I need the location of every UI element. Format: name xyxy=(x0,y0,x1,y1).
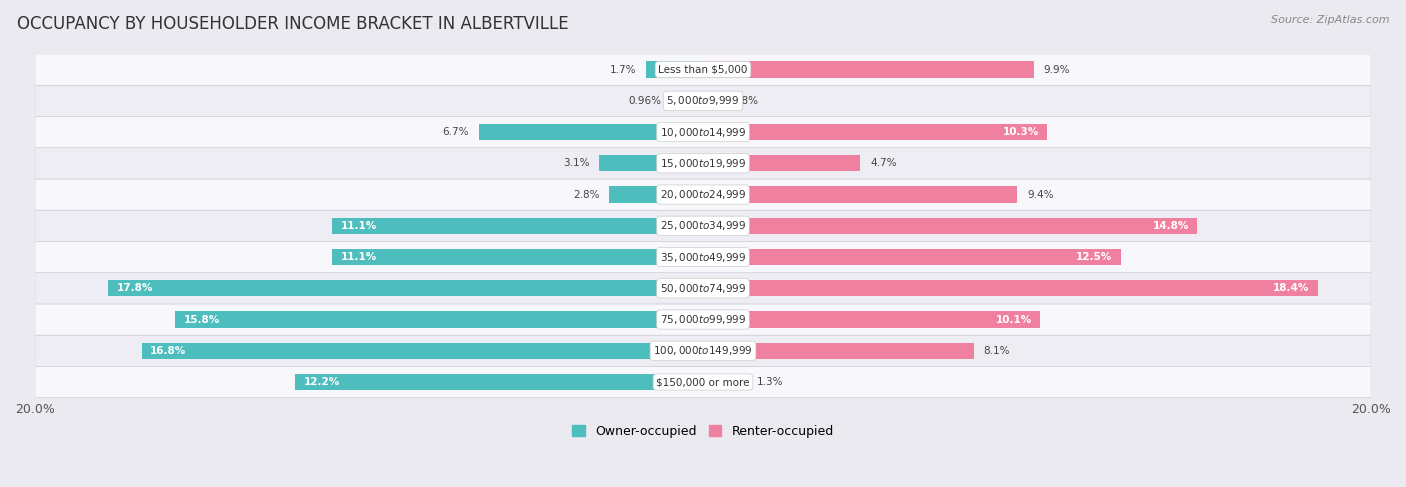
Text: $5,000 to $9,999: $5,000 to $9,999 xyxy=(666,94,740,107)
Text: OCCUPANCY BY HOUSEHOLDER INCOME BRACKET IN ALBERTVILLE: OCCUPANCY BY HOUSEHOLDER INCOME BRACKET … xyxy=(17,15,568,33)
FancyBboxPatch shape xyxy=(35,54,1371,85)
Text: 1.7%: 1.7% xyxy=(610,65,636,75)
Text: 17.8%: 17.8% xyxy=(117,283,153,293)
Bar xyxy=(703,249,1121,265)
Text: $50,000 to $74,999: $50,000 to $74,999 xyxy=(659,282,747,295)
Text: 18.4%: 18.4% xyxy=(1272,283,1309,293)
Bar xyxy=(703,311,1040,328)
Text: 9.4%: 9.4% xyxy=(1026,189,1053,200)
Text: Less than $5,000: Less than $5,000 xyxy=(658,65,748,75)
Bar xyxy=(703,124,1047,140)
Bar xyxy=(703,218,1198,234)
Bar xyxy=(671,93,703,109)
Legend: Owner-occupied, Renter-occupied: Owner-occupied, Renter-occupied xyxy=(568,420,838,443)
Text: 3.1%: 3.1% xyxy=(562,158,589,169)
Bar xyxy=(108,280,703,297)
Bar xyxy=(703,61,1033,78)
Bar xyxy=(703,155,860,171)
Bar xyxy=(295,374,703,390)
Text: 10.1%: 10.1% xyxy=(995,315,1032,324)
Text: Source: ZipAtlas.com: Source: ZipAtlas.com xyxy=(1271,15,1389,25)
FancyBboxPatch shape xyxy=(35,366,1371,398)
Text: 8.1%: 8.1% xyxy=(984,346,1010,356)
FancyBboxPatch shape xyxy=(35,335,1371,366)
FancyBboxPatch shape xyxy=(35,116,1371,148)
Bar xyxy=(647,61,703,78)
Text: $75,000 to $99,999: $75,000 to $99,999 xyxy=(659,313,747,326)
Text: 15.8%: 15.8% xyxy=(184,315,219,324)
Text: 2.8%: 2.8% xyxy=(574,189,599,200)
FancyBboxPatch shape xyxy=(35,148,1371,179)
Text: 16.8%: 16.8% xyxy=(150,346,187,356)
Bar xyxy=(703,374,747,390)
Text: 11.1%: 11.1% xyxy=(340,252,377,262)
Text: $10,000 to $14,999: $10,000 to $14,999 xyxy=(659,126,747,139)
Text: 4.7%: 4.7% xyxy=(870,158,897,169)
Text: 6.7%: 6.7% xyxy=(443,127,470,137)
FancyBboxPatch shape xyxy=(35,210,1371,242)
Bar xyxy=(332,249,703,265)
FancyBboxPatch shape xyxy=(35,179,1371,210)
Bar xyxy=(703,93,716,109)
Bar xyxy=(479,124,703,140)
Text: 11.1%: 11.1% xyxy=(340,221,377,231)
Bar xyxy=(703,280,1317,297)
Text: 12.2%: 12.2% xyxy=(304,377,340,387)
Text: $20,000 to $24,999: $20,000 to $24,999 xyxy=(659,188,747,201)
Text: 1.3%: 1.3% xyxy=(756,377,783,387)
Text: 10.3%: 10.3% xyxy=(1002,127,1039,137)
Text: $100,000 to $149,999: $100,000 to $149,999 xyxy=(654,344,752,357)
Text: 14.8%: 14.8% xyxy=(1153,221,1189,231)
Text: $15,000 to $19,999: $15,000 to $19,999 xyxy=(659,157,747,170)
Bar xyxy=(599,155,703,171)
FancyBboxPatch shape xyxy=(35,242,1371,273)
Bar xyxy=(703,343,973,359)
FancyBboxPatch shape xyxy=(35,273,1371,304)
Text: 0.38%: 0.38% xyxy=(725,96,759,106)
Text: $35,000 to $49,999: $35,000 to $49,999 xyxy=(659,250,747,263)
Bar xyxy=(703,187,1017,203)
Bar xyxy=(609,187,703,203)
Text: 12.5%: 12.5% xyxy=(1076,252,1112,262)
Text: $150,000 or more: $150,000 or more xyxy=(657,377,749,387)
Text: 9.9%: 9.9% xyxy=(1043,65,1070,75)
Bar xyxy=(142,343,703,359)
Bar xyxy=(332,218,703,234)
Text: 0.96%: 0.96% xyxy=(628,96,661,106)
FancyBboxPatch shape xyxy=(35,85,1371,116)
Bar xyxy=(176,311,703,328)
FancyBboxPatch shape xyxy=(35,304,1371,335)
Text: $25,000 to $34,999: $25,000 to $34,999 xyxy=(659,219,747,232)
